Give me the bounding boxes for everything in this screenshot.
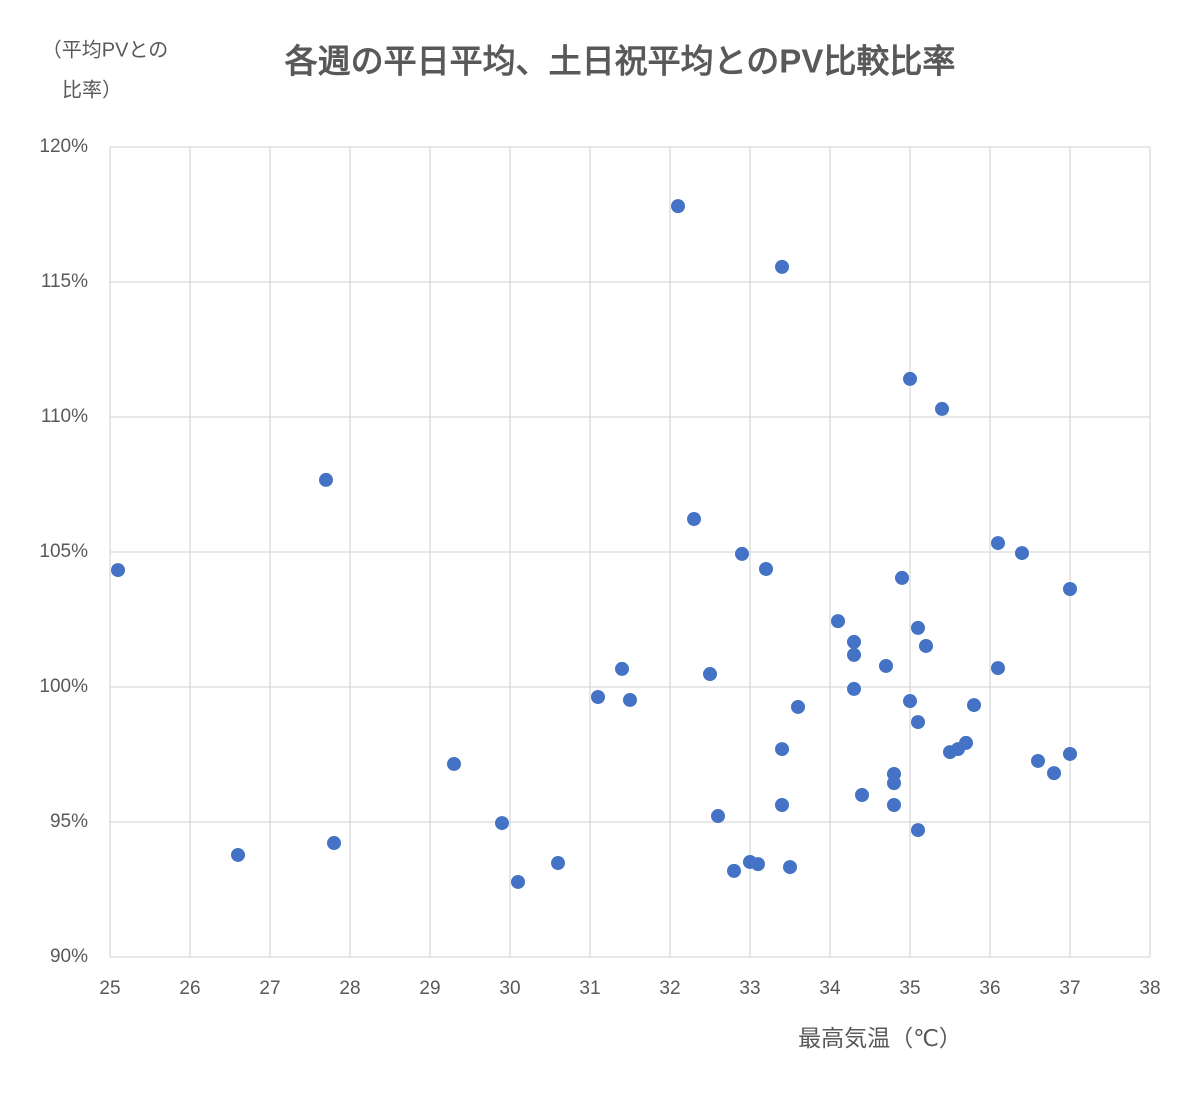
x-tick-label: 27: [259, 978, 280, 999]
point: [935, 401, 949, 416]
point: [879, 658, 893, 673]
point: [847, 634, 861, 649]
y-tick-label: 105%: [39, 541, 88, 562]
point: [687, 512, 701, 527]
x-tick-label: 29: [419, 978, 440, 999]
point: [711, 809, 725, 824]
x-tick-label: 33: [739, 978, 760, 999]
point: [967, 698, 981, 713]
x-tick-label: 25: [99, 978, 120, 999]
point: [959, 735, 973, 750]
x-tick-label: 36: [979, 978, 1000, 999]
point: [887, 797, 901, 812]
point: [671, 199, 685, 214]
point: [231, 847, 245, 862]
point: [991, 536, 1005, 551]
y-tick-label: 95%: [50, 811, 88, 832]
point: [327, 836, 341, 851]
point: [895, 570, 909, 585]
point: [623, 692, 637, 707]
point: [447, 756, 461, 771]
y-tick-label: 120%: [39, 136, 88, 157]
point: [775, 259, 789, 274]
point: [735, 546, 749, 561]
y-axis-label: （平均PVとの: [42, 38, 168, 61]
x-tick-label: 28: [339, 978, 360, 999]
x-tick-label: 30: [499, 978, 520, 999]
point: [1015, 546, 1029, 561]
y-axis-label: 比率）: [62, 78, 122, 101]
point: [855, 788, 869, 802]
point: [919, 638, 933, 653]
x-tick-label: 37: [1059, 978, 1080, 999]
point: [1047, 766, 1061, 781]
x-axis-label: 最高気温（℃）: [798, 1025, 962, 1051]
point: [791, 699, 805, 714]
point: [591, 689, 605, 704]
chart-title: 各週の平日平均、土日祝平均とのPV比較比率: [284, 43, 956, 80]
y-tick-label: 110%: [41, 406, 88, 427]
point: [847, 681, 861, 696]
point: [831, 614, 845, 629]
y-tick-label: 100%: [39, 676, 88, 697]
point: [911, 620, 925, 635]
point: [911, 715, 925, 730]
point: [551, 856, 565, 871]
point: [1031, 753, 1045, 768]
x-tick-label: 26: [179, 978, 200, 999]
point: [495, 816, 509, 831]
x-tick-label: 32: [659, 978, 680, 999]
point: [319, 472, 333, 487]
point: [1063, 581, 1077, 596]
point: [111, 563, 125, 578]
point: [991, 661, 1005, 676]
y-tick-label: 115%: [41, 271, 88, 292]
point: [911, 823, 925, 838]
point: [775, 742, 789, 757]
x-tick-label: 31: [579, 978, 600, 999]
point: [903, 694, 917, 709]
point: [759, 562, 773, 577]
point: [1063, 746, 1077, 761]
point: [847, 647, 861, 662]
point: [511, 874, 525, 889]
point: [903, 371, 917, 386]
x-tick-label: 34: [819, 978, 841, 999]
x-tick-label: 35: [899, 978, 920, 999]
y-tick-label: 90%: [50, 946, 88, 967]
point: [615, 661, 629, 676]
point: [887, 776, 901, 791]
point: [775, 797, 789, 812]
point: [751, 857, 765, 872]
point: [703, 667, 717, 682]
point: [783, 860, 797, 875]
point: [727, 863, 741, 878]
x-tick-label: 38: [1139, 978, 1160, 999]
